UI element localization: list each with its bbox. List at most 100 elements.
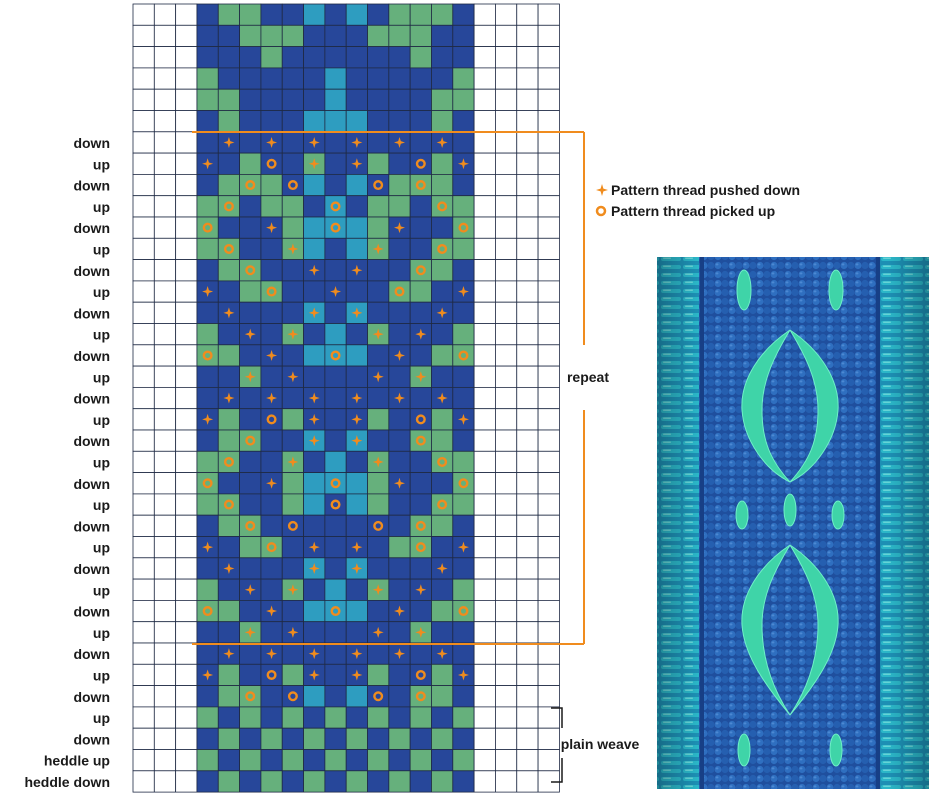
grid-cell [367,386,390,410]
grid-cell [495,472,518,495]
plus-marker [394,477,405,489]
grid-cell [345,216,368,239]
grid-cell [217,152,240,175]
grid-cell [537,578,560,601]
circle-marker [394,286,405,297]
grid-cell [132,237,155,261]
grid-cell [153,365,177,388]
grid-cell [303,770,326,793]
grid-cell [132,323,155,346]
grid-cell [431,450,454,473]
grid-cell [345,514,368,537]
grid-cell [345,195,368,218]
plus-marker [308,541,320,553]
grid-cell [345,621,368,644]
grid-cell [260,46,283,69]
grid-cell [473,280,496,303]
grid-cell [495,600,518,623]
plus-marker [244,371,256,383]
grid-cell [196,88,219,111]
grid-cell [495,195,518,218]
plus-marker [457,541,469,553]
grid-cell [303,600,326,623]
grid-cell [473,173,496,197]
grid-cell [409,642,432,665]
circle-marker [415,520,426,531]
plus-marker [330,286,342,298]
grid-cell [345,173,368,197]
plus-marker [351,541,363,553]
grid-cell [431,67,454,90]
grid-cell [345,685,368,708]
grid-cell [367,3,390,26]
grid-cell [388,493,411,516]
grid-cell [452,24,475,47]
grid-cell [303,450,326,473]
grid-cell [281,216,304,239]
grid-cell [516,216,539,239]
plus-marker [372,371,384,383]
grid-cell [473,24,496,47]
grid-cell [175,600,198,623]
grid-cell [239,88,262,111]
row-label: heddle down [24,774,110,790]
grid-cell [537,706,560,729]
grid-cell [388,429,411,452]
grid-cell [153,323,177,346]
grid-cell [537,536,560,559]
circle-marker [266,542,277,553]
grid-cell [196,24,219,47]
plus-marker [351,648,363,660]
grid-cell [281,110,304,133]
grid-cell [495,685,518,708]
circle-marker [245,520,256,531]
grid-cell [409,749,432,772]
grid-cell [537,344,560,367]
grid-cell [473,749,496,772]
grid-cell [281,344,304,367]
row-label: up [93,327,110,343]
row-label: down [73,135,110,151]
grid-cell [281,195,304,218]
grid-cell [303,3,326,26]
grid-cell [495,450,518,473]
grid-cell [537,323,560,346]
grid-cell [388,706,411,729]
grid-cell [473,536,496,559]
grid-cell [132,429,155,452]
grid-cell [345,365,368,388]
plus-marker [223,562,235,574]
circle-marker [415,180,426,191]
grid-cell [132,110,155,133]
grid-cell [153,450,177,473]
grid-cell [153,557,177,580]
grid-cell [516,706,539,729]
grid-cell [431,280,454,303]
grid-cell [388,536,411,559]
grid-cell [431,323,454,346]
plus-marker [436,136,448,148]
grid-cell [175,173,198,197]
grid-cell [239,450,262,473]
grid-cell [345,110,368,133]
grid-cell [239,195,262,218]
grid-cell [303,46,326,69]
grid-cell [345,46,368,69]
circle-marker [330,478,341,489]
repeat-label: repeat [567,369,609,385]
grid-cell [388,46,411,69]
grid-cell [367,536,390,559]
grid-cell [473,514,496,537]
grid-cell [132,152,155,175]
circle-marker [223,201,234,212]
grid-cell [516,365,539,388]
grid-cell [452,429,475,452]
grid-cell [495,259,518,282]
grid-cell [217,493,240,516]
grid-cell [537,429,560,452]
grid-cell [345,237,368,261]
plus-marker [266,136,278,148]
grid-cell [153,386,177,410]
grid-cell [281,536,304,559]
grid-cell [281,429,304,452]
